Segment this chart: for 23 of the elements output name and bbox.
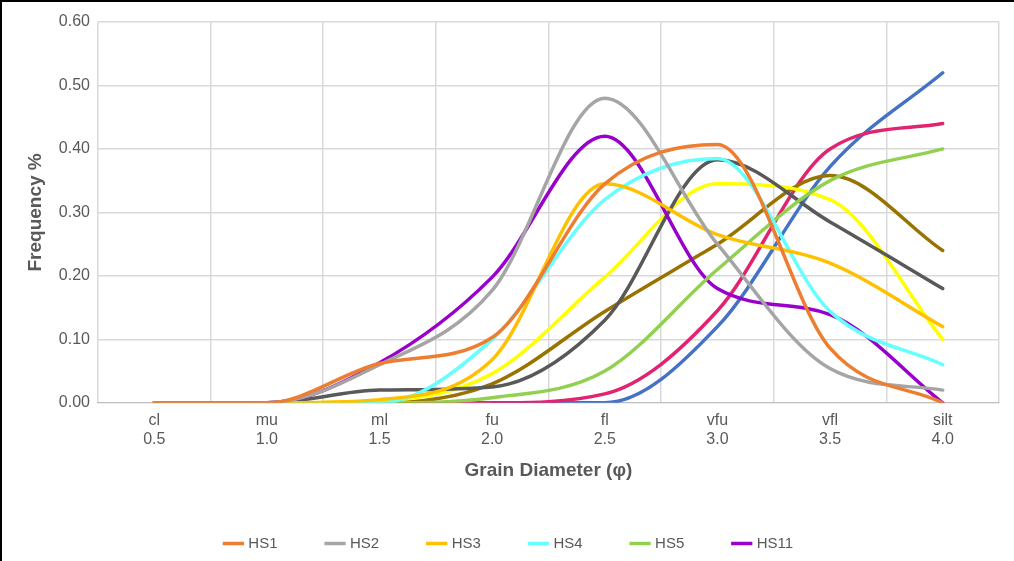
x-tick-label: vfu 3.0 bbox=[706, 410, 729, 448]
legend-label: HS4 bbox=[553, 533, 583, 551]
x-tick-label: ml 1.5 bbox=[368, 410, 391, 448]
x-tick-label: mu 1.0 bbox=[255, 410, 279, 448]
y-tick-label: 0.20 bbox=[58, 266, 91, 284]
x-axis-title: Grain Diameter (φ) bbox=[464, 458, 633, 480]
y-tick-label: 0.40 bbox=[58, 139, 91, 157]
x-tick-label: silt 4.0 bbox=[931, 410, 954, 448]
x-tick-label: cl 0.5 bbox=[143, 410, 166, 448]
legend-label: HS11 bbox=[756, 533, 794, 551]
y-tick-label: 0.50 bbox=[58, 75, 91, 93]
y-tick-label: 0.00 bbox=[58, 393, 91, 411]
y-axis-title: Frequency % bbox=[23, 153, 45, 272]
x-tick-label: fu 2.0 bbox=[481, 410, 504, 448]
x-tick-label: vfl 3.5 bbox=[818, 410, 842, 448]
y-tick-label: 0.60 bbox=[58, 12, 91, 30]
legend-label: HS2 bbox=[350, 533, 380, 551]
legend-label: HS3 bbox=[451, 533, 481, 551]
y-tick-label: 0.30 bbox=[58, 202, 91, 220]
legend-label: HS1 bbox=[248, 533, 278, 551]
legend-label: HS5 bbox=[655, 533, 685, 551]
x-tick-label: fl 2.5 bbox=[593, 410, 617, 448]
y-tick-label: 0.10 bbox=[58, 329, 91, 347]
